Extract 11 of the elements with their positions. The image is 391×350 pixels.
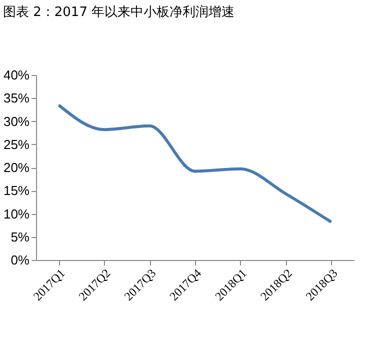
y-tick-label: 35% — [3, 90, 30, 106]
y-tick-label: 10% — [3, 206, 30, 222]
y-tick-label: 25% — [3, 136, 30, 152]
y-tick-label: 20% — [3, 160, 30, 175]
y-tick-label: 40% — [3, 68, 30, 82]
y-tick-label: 30% — [3, 114, 30, 129]
y-tick-label: 5% — [10, 229, 30, 244]
y-tick-label: 15% — [3, 183, 30, 198]
y-tick-label: 0% — [10, 252, 30, 268]
chart-title: 图表 2：2017 年以来中小板净利润增速 — [2, 5, 235, 20]
line-series — [57, 104, 333, 224]
